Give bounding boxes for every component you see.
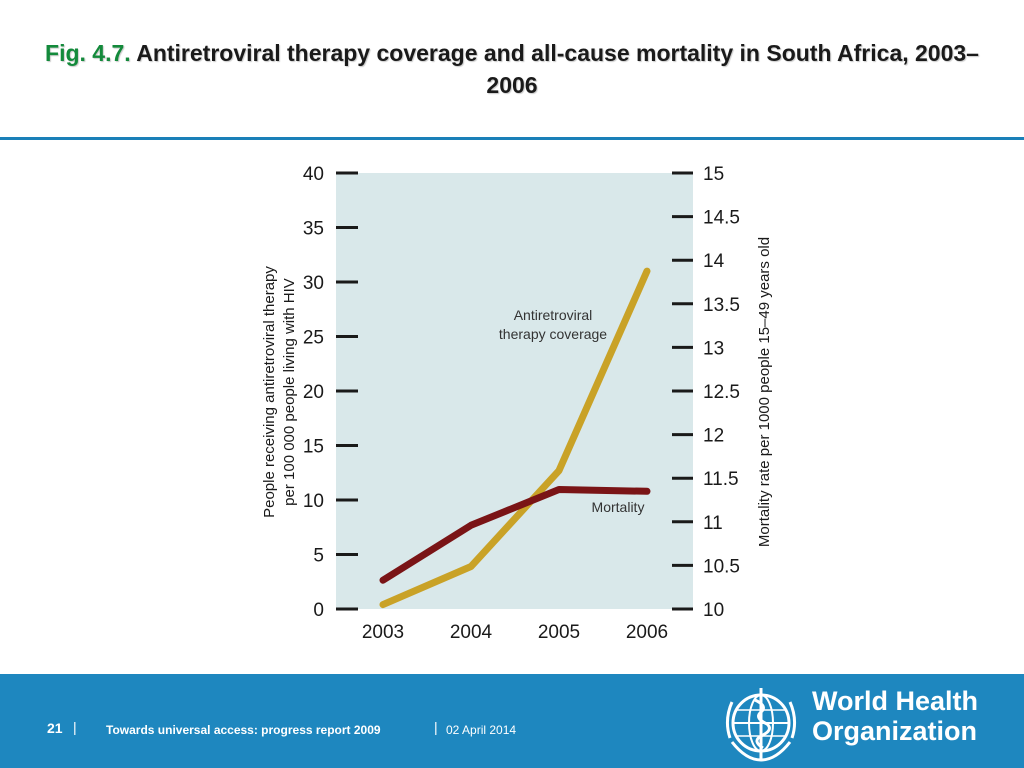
left-tick-label: 20	[303, 382, 324, 403]
right-tick-label: 11.5	[703, 469, 739, 490]
annotations: Antiretroviral therapy coverage Mortality	[499, 307, 645, 515]
annotation-line: Antiretroviral	[514, 307, 593, 323]
x-tick-label: 2005	[538, 622, 580, 643]
annotation-line: therapy coverage	[499, 326, 607, 342]
mortality-annotation: Mortality	[592, 499, 645, 515]
footer-date: 02 April 2014	[446, 723, 517, 737]
figure-label: Fig. 4.7.	[45, 40, 131, 66]
page-number: 21	[47, 720, 63, 736]
series-line	[379, 486, 651, 584]
who-emblem-icon	[725, 688, 797, 762]
chart: 0 5 10 15 20 25 30 35 40 10 10.5 11 11.5 12 12.5 13 13.…	[261, 164, 773, 643]
left-tick-label: 10	[303, 491, 324, 512]
org-name: World Health Organization	[812, 686, 978, 746]
x-tick-label: 2004	[450, 622, 493, 643]
series-line	[379, 267, 651, 609]
x-axis: 2003 2004 2005 2006	[362, 622, 668, 643]
left-axis: 0 5 10 15 20 25 30 35 40	[303, 164, 358, 621]
left-axis-title-line: per 100 000 people living with HIV	[281, 278, 298, 506]
x-tick-label: 2003	[362, 622, 404, 643]
right-tick-label: 14	[703, 251, 725, 272]
title-divider	[0, 137, 1024, 140]
org-name-line: World Health	[812, 686, 979, 716]
report-title: Towards universal access: progress repor…	[106, 723, 381, 737]
right-tick-label: 10.5	[703, 556, 740, 577]
footer-bar	[0, 674, 1024, 768]
right-tick-label: 12	[703, 426, 724, 447]
left-tick-label: 15	[303, 437, 324, 458]
slide-title: Fig. 4.7. Antiretroviral therapy coverag…	[20, 37, 1004, 101]
right-tick-label: 13	[703, 338, 724, 359]
right-tick-label: 12.5	[703, 382, 740, 403]
right-axis: 10 10.5 11 11.5 12 12.5 13 13.5 14 14.5 15	[672, 164, 740, 621]
left-axis-title: People receiving antiretroviral therapy p…	[261, 266, 298, 518]
footer-separator: |	[73, 719, 77, 735]
x-tick-label: 2006	[626, 622, 668, 643]
right-tick-label: 15	[703, 164, 724, 185]
left-tick-label: 40	[303, 164, 324, 185]
figure-title: Antiretroviral therapy coverage and all-…	[136, 40, 979, 98]
left-tick-label: 5	[313, 546, 324, 567]
left-tick-label: 0	[313, 600, 324, 621]
left-tick-label: 30	[303, 273, 324, 294]
right-tick-label: 11	[703, 513, 723, 534]
right-axis-title: Mortality rate per 1000 people 15–49 yea…	[756, 237, 773, 547]
plot-area	[336, 173, 693, 609]
right-tick-label: 10	[703, 600, 724, 621]
left-tick-label: 35	[303, 219, 324, 240]
right-tick-label: 14.5	[703, 208, 740, 229]
left-axis-title-line: People receiving antiretroviral therapy	[261, 266, 278, 518]
org-name-line: Organization	[812, 716, 978, 746]
series-layer	[379, 267, 651, 609]
footer-separator: |	[434, 719, 438, 735]
right-tick-label: 13.5	[703, 295, 740, 316]
art-coverage-annotation: Antiretroviral therapy coverage	[499, 307, 607, 342]
left-tick-label: 25	[303, 328, 324, 349]
